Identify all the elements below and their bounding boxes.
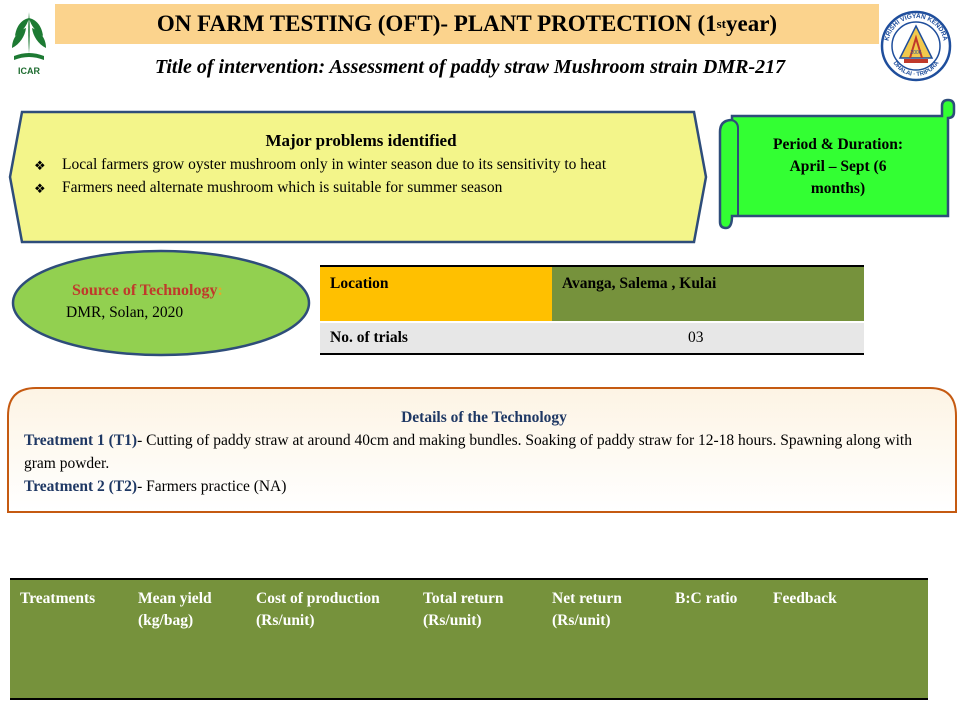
problems-panel: Major problems identified ❖ Local farmer… — [26, 130, 696, 200]
period-label: Period & Duration — [772, 136, 898, 153]
treatment-1-text: - Cutting of paddy straw at around 40cm … — [24, 432, 912, 472]
kvk-logo: KRISHI VIGYAN KENDRA DHALAI · TRIPURA 20… — [880, 10, 952, 82]
col-header-cost: Cost of production (Rs/unit) — [256, 590, 380, 629]
location-label: Location — [320, 265, 552, 322]
details-heading: Details of the Technology — [401, 409, 567, 426]
period-value-line1: April – Sept (6 — [789, 158, 887, 175]
source-value: DMR, Solan, 2020 — [66, 304, 184, 321]
col-header-bc-ratio: B:C ratio — [675, 590, 738, 607]
intervention-title: Title of intervention: Assessment of pad… — [154, 56, 786, 78]
title-main: ON FARM TESTING (OFT)- PLANT PROTECTION … — [156, 11, 717, 36]
treatment-1: Treatment 1 (T1)- Cutting of paddy straw… — [24, 429, 944, 475]
bullet-diamond-icon: ❖ — [34, 158, 46, 173]
details-panel: Details of the Technology Treatment 1 (T… — [24, 406, 944, 498]
problem-item: ❖ Farmers need alternate mushroom which … — [26, 177, 696, 200]
period-scroll-shape — [718, 98, 956, 230]
problem-item: ❖ Local farmers grow oyster mushroom onl… — [26, 154, 696, 177]
treatment-2-label: Treatment 2 (T2) — [24, 478, 138, 495]
source-colon: : — [217, 282, 223, 299]
results-table: Treatments Mean yield (kg/bag) Cost of p… — [10, 578, 928, 700]
treatment-1-label: Treatment 1 (T1) — [24, 432, 138, 449]
col-header-mean-yield: Mean yield (kg/bag) — [138, 590, 212, 629]
treatment-2-text: - Farmers practice (NA) — [137, 478, 287, 495]
problem-text: Farmers need alternate mushroom which is… — [62, 179, 503, 196]
bullet-diamond-icon: ❖ — [34, 181, 46, 196]
kvk-logo-year: 2006 — [910, 50, 921, 56]
col-header-net-return: Net return (Rs/unit) — [552, 590, 622, 629]
period-colon: : — [897, 136, 904, 153]
problems-box-shape — [8, 110, 708, 244]
location-value: Avanga, Salema , Kulai — [552, 265, 864, 322]
icar-logo-text: ICAR — [18, 66, 40, 76]
problem-text: Local farmers grow oyster mushroom only … — [62, 156, 607, 173]
title-superscript: st — [716, 16, 727, 31]
col-header-total-return: Total return (Rs/unit) — [423, 590, 504, 629]
period-duration: Period & Duration: April – Sept (6 month… — [748, 134, 928, 200]
period-value-line2: months) — [810, 180, 866, 197]
trials-label: No. of trials — [320, 321, 552, 355]
table-row: Location Avanga, Salema , Kulai — [320, 265, 864, 322]
source-label: Source of Technology: — [72, 282, 223, 299]
table-row: No. of trials 03 — [320, 321, 864, 355]
details-box-shape — [7, 387, 957, 513]
source-oval-shape — [11, 249, 311, 357]
location-table: Location Avanga, Salema , Kulai No. of t… — [320, 265, 864, 355]
col-header-treatments: Treatments — [20, 590, 96, 607]
icar-logo — [12, 12, 46, 60]
title-end: year) — [726, 11, 778, 36]
problems-heading: Major problems identified — [265, 131, 457, 150]
trials-value: 03 — [552, 321, 864, 355]
col-header-feedback: Feedback — [773, 590, 837, 607]
page-title: ON FARM TESTING (OFT)- PLANT PROTECTION … — [55, 4, 879, 44]
treatment-2: Treatment 2 (T2)- Farmers practice (NA) — [24, 475, 944, 498]
